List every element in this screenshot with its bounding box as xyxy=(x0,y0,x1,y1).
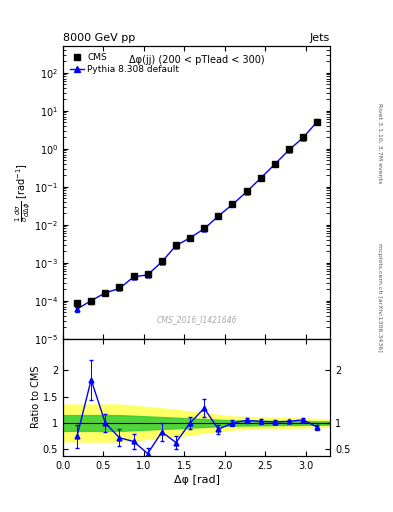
Text: 8000 GeV pp: 8000 GeV pp xyxy=(63,33,135,42)
Legend: CMS, Pythia 8.308 default: CMS, Pythia 8.308 default xyxy=(67,51,182,77)
Y-axis label: $\frac{1}{\sigma}\frac{d\sigma}{d\Delta\phi}$ [rad$^{-1}$]: $\frac{1}{\sigma}\frac{d\sigma}{d\Delta\… xyxy=(14,163,33,222)
X-axis label: Δφ [rad]: Δφ [rad] xyxy=(173,475,220,485)
Y-axis label: Ratio to CMS: Ratio to CMS xyxy=(31,366,41,429)
Text: Jets: Jets xyxy=(310,33,330,42)
Text: Rivet 3.1.10, 3.7M events: Rivet 3.1.10, 3.7M events xyxy=(377,103,382,183)
Text: mcplots.cern.ch [arXiv:1306.3436]: mcplots.cern.ch [arXiv:1306.3436] xyxy=(377,243,382,351)
Text: CMS_2016_I1421646: CMS_2016_I1421646 xyxy=(156,315,237,324)
Text: Δφ(jj) (200 < pTlead < 300): Δφ(jj) (200 < pTlead < 300) xyxy=(129,55,264,65)
